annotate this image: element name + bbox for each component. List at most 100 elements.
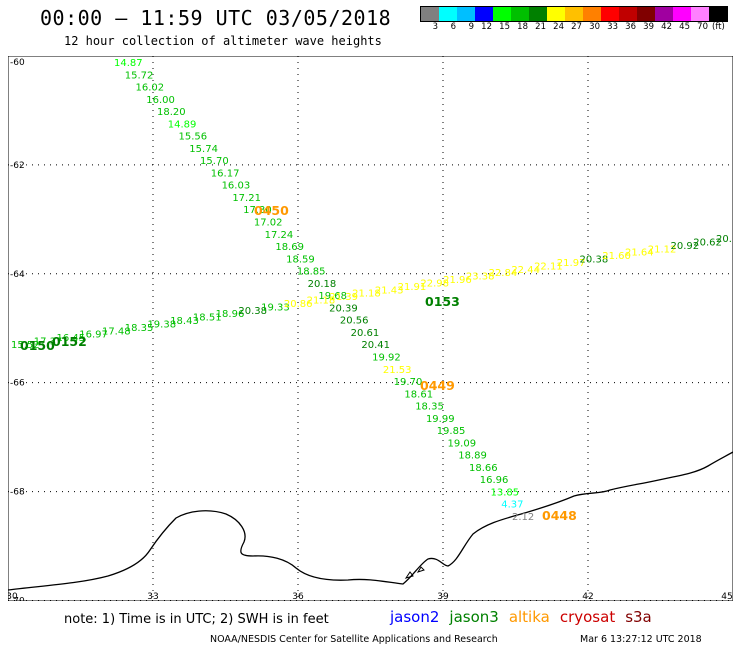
wave-height-label: 13.85 bbox=[490, 487, 519, 498]
wave-height-label: 4.37 bbox=[501, 500, 523, 511]
legend-value-label: 21 bbox=[535, 22, 546, 32]
wave-height-label: 21.97 bbox=[557, 258, 586, 269]
legend-value-label: 27 bbox=[571, 22, 582, 32]
wave-height-label: 20.61 bbox=[351, 328, 380, 339]
footer-credit: NOAA/NESDIS Center for Satellite Applica… bbox=[210, 634, 498, 645]
wave-height-label: 20.38 bbox=[580, 255, 609, 266]
wave-height-label: 21.39 bbox=[329, 292, 358, 303]
wave-height-label: 20.38 bbox=[238, 306, 267, 317]
wave-height-label: 21.64 bbox=[625, 248, 654, 259]
wave-height-label: 2.12 bbox=[512, 512, 534, 523]
legend-swatch bbox=[529, 7, 547, 21]
lon-tick-label: 33 bbox=[147, 592, 158, 601]
lon-tick-label: 45 bbox=[721, 592, 732, 601]
legend-swatch bbox=[601, 7, 619, 21]
page-subtitle: 12 hour collection of altimeter wave hei… bbox=[64, 34, 382, 48]
legend-swatch bbox=[493, 7, 511, 21]
legend-value-label: 24 bbox=[553, 22, 564, 32]
wave-height-label: 21.43 bbox=[375, 285, 404, 296]
wave-height-label: 15.72 bbox=[125, 70, 154, 81]
wave-height-label: 18.20 bbox=[157, 107, 186, 118]
wave-height-label: 17.30 bbox=[243, 205, 272, 216]
wave-height-label: 20.18 bbox=[308, 279, 337, 290]
wave-height-label: 17.24 bbox=[265, 230, 294, 241]
lat-tick-label: -68 bbox=[10, 488, 25, 498]
wave-height-label: 18.85 bbox=[297, 267, 326, 278]
wave-height-label: 21.18 bbox=[307, 296, 336, 307]
wave-height-label: 21.60 bbox=[602, 251, 631, 262]
wave-height-label: 18.43 bbox=[170, 316, 199, 327]
wave-height-label: 18.35 bbox=[125, 323, 154, 334]
legend-swatch bbox=[565, 7, 583, 21]
wave-height-label: 19.09 bbox=[447, 438, 476, 449]
map-frame bbox=[8, 56, 733, 601]
mission-name: s3a bbox=[625, 608, 652, 626]
legend-value-label: 45 bbox=[679, 22, 690, 32]
wave-height-label: 22.98 bbox=[420, 278, 449, 289]
wave-height-label: 14.89 bbox=[168, 119, 197, 130]
page-title: 00:00 — 11:59 UTC 03/05/2018 bbox=[40, 6, 392, 30]
wave-height-label: 17.21 bbox=[232, 193, 261, 204]
wave-height-label: 22.84 bbox=[489, 268, 518, 279]
wave-height-label: 18.66 bbox=[469, 463, 498, 474]
wave-height-label: 19.33 bbox=[261, 302, 290, 313]
antarctica-coastline bbox=[8, 451, 733, 591]
color-legend bbox=[420, 6, 728, 22]
wave-height-label: 16.00 bbox=[146, 95, 175, 106]
wave-height-label: 18.96 bbox=[216, 309, 245, 320]
legend-swatch bbox=[457, 7, 475, 21]
wave-height-label: 18.69 bbox=[275, 242, 304, 253]
wave-height-label: 14.87 bbox=[114, 58, 143, 69]
wave-height-label: 19.70 bbox=[394, 377, 423, 388]
color-legend-labels: 3 6 9 12 15 18 21 24 27 30 33 36 39 42 45 70 bbox=[420, 22, 708, 32]
coastline-islets bbox=[404, 566, 425, 579]
mission-name: jason2 bbox=[390, 608, 440, 626]
wave-height-label: 19.85 bbox=[437, 426, 466, 437]
wave-height-label: 20.41 bbox=[361, 340, 390, 351]
mission-name: altika bbox=[508, 608, 550, 626]
wave-height-label: 16.03 bbox=[222, 181, 251, 192]
legend-swatch bbox=[583, 7, 601, 21]
legend-swatch bbox=[673, 7, 691, 21]
legend-value-label: 6 bbox=[450, 22, 456, 32]
wave-height-label: 15.56 bbox=[179, 132, 208, 143]
lat-tick-label: -64 bbox=[10, 270, 25, 280]
wave-height-label: 19.68 bbox=[318, 291, 347, 302]
legend-swatch bbox=[637, 7, 655, 21]
wave-height-label: 16.97 bbox=[79, 330, 108, 341]
wave-height-label: 20.56 bbox=[340, 316, 369, 327]
wave-height-label: 16.17 bbox=[211, 168, 240, 179]
wave-height-label: 21.12 bbox=[648, 244, 677, 255]
wave-height-label: 18.61 bbox=[404, 389, 433, 400]
wave-height-label: 17.37 bbox=[34, 337, 63, 348]
wave-height-label: 18.51 bbox=[193, 313, 222, 324]
lon-tick-label: 36 bbox=[292, 592, 304, 601]
legend-swatch bbox=[421, 7, 439, 21]
mission-name: cryosat bbox=[559, 608, 616, 626]
wave-height-label: 19.38 bbox=[147, 319, 176, 330]
mission-name: jason3 bbox=[449, 608, 499, 626]
lat-tick-label: -70 bbox=[10, 596, 25, 601]
legend-swatch bbox=[547, 7, 565, 21]
wave-height-label: 22.44 bbox=[511, 265, 540, 276]
ascending-track: 15.5217.3716.4516.9717.4818.3519.3818.43… bbox=[11, 234, 733, 351]
wave-height-label: 16.45 bbox=[56, 333, 85, 344]
lon-tick-label: 39 bbox=[437, 592, 449, 601]
lat-tick-label: -66 bbox=[10, 379, 25, 389]
wave-height-label: 20.86 bbox=[284, 299, 313, 310]
wave-height-label: 18.59 bbox=[286, 254, 315, 265]
legend-unit: (ft) bbox=[712, 22, 725, 32]
pass-time-label: 0150 bbox=[20, 338, 55, 353]
wave-height-label: 21.18 bbox=[352, 289, 381, 300]
legend-value-label: 9 bbox=[468, 22, 474, 32]
legend-value-label: 18 bbox=[517, 22, 528, 32]
mission-legend: jason2 jason3 altika cryosat s3a bbox=[390, 608, 662, 626]
wave-height-label: 21.96 bbox=[443, 275, 472, 286]
footer-timestamp: Mar 6 13:27:12 UTC 2018 bbox=[580, 634, 702, 645]
lat-lon-grid bbox=[8, 56, 733, 601]
wave-height-label: 15.74 bbox=[189, 144, 218, 155]
wave-height-label: 18.35 bbox=[415, 402, 444, 413]
